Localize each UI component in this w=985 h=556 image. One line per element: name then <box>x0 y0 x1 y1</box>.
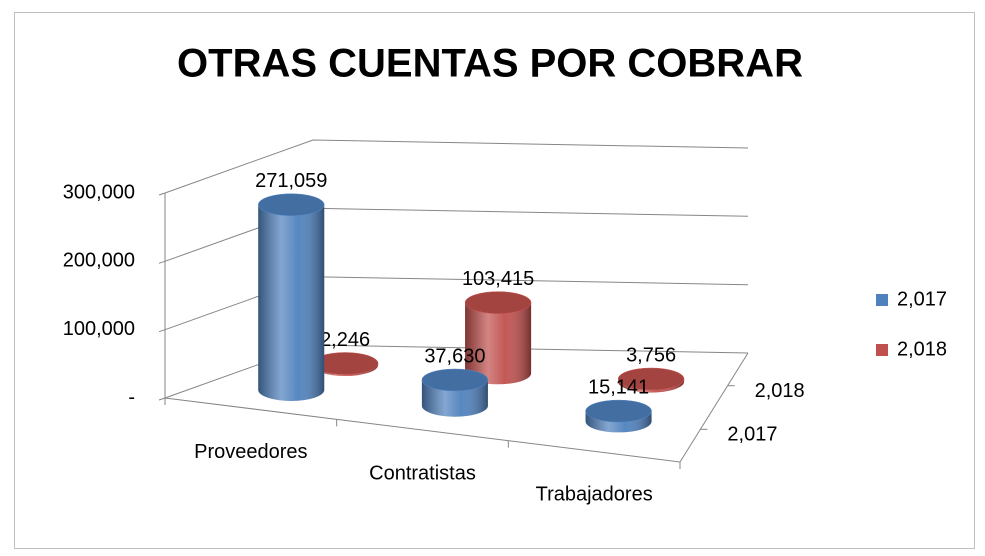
value-label: 37,630 <box>424 345 485 367</box>
y-tick <box>158 329 166 333</box>
cylinder-top <box>257 193 325 216</box>
cylinder-top <box>464 291 532 314</box>
value-label: 15,141 <box>588 376 649 398</box>
y-tick <box>158 260 166 264</box>
x-tick-label: Proveedores <box>194 441 307 463</box>
cylinder-top <box>585 399 652 423</box>
y-tick <box>158 397 166 401</box>
legend-label: 2,017 <box>897 288 947 310</box>
grid-line <box>164 139 749 194</box>
depth-label: 2,018 <box>755 380 805 402</box>
y-tick <box>158 192 166 196</box>
legend-swatch <box>876 344 888 356</box>
legend-label: 2,018 <box>897 338 947 360</box>
cylinder-top <box>421 368 489 392</box>
grid-line <box>164 276 749 331</box>
grid-line <box>164 207 749 262</box>
chart-border <box>14 12 975 549</box>
value-label: 2,246 <box>320 329 370 351</box>
y-tick-label: 100,000 <box>63 318 135 340</box>
y-tick-label: - <box>128 386 135 408</box>
cylinder-shade <box>585 411 652 433</box>
cylinder-shade <box>618 379 685 393</box>
cylinder-shade <box>421 379 488 417</box>
y-tick-label: 200,000 <box>63 250 135 272</box>
cylinder-top <box>617 367 685 391</box>
cylinder-shade <box>465 302 532 385</box>
value-label: 271,059 <box>255 170 327 192</box>
cylinder-shade <box>258 204 325 401</box>
x-tick-label: Contratistas <box>369 462 476 484</box>
y-tick-label: 300,000 <box>63 181 135 203</box>
depth-label: 2,017 <box>727 424 777 446</box>
chart-title: OTRAS CUENTAS POR COBRAR <box>177 42 803 86</box>
value-label: 3,756 <box>626 344 676 366</box>
legend-swatch <box>876 294 888 306</box>
x-tick-label: Trabajadores <box>536 484 653 506</box>
value-label: 103,415 <box>462 268 534 290</box>
